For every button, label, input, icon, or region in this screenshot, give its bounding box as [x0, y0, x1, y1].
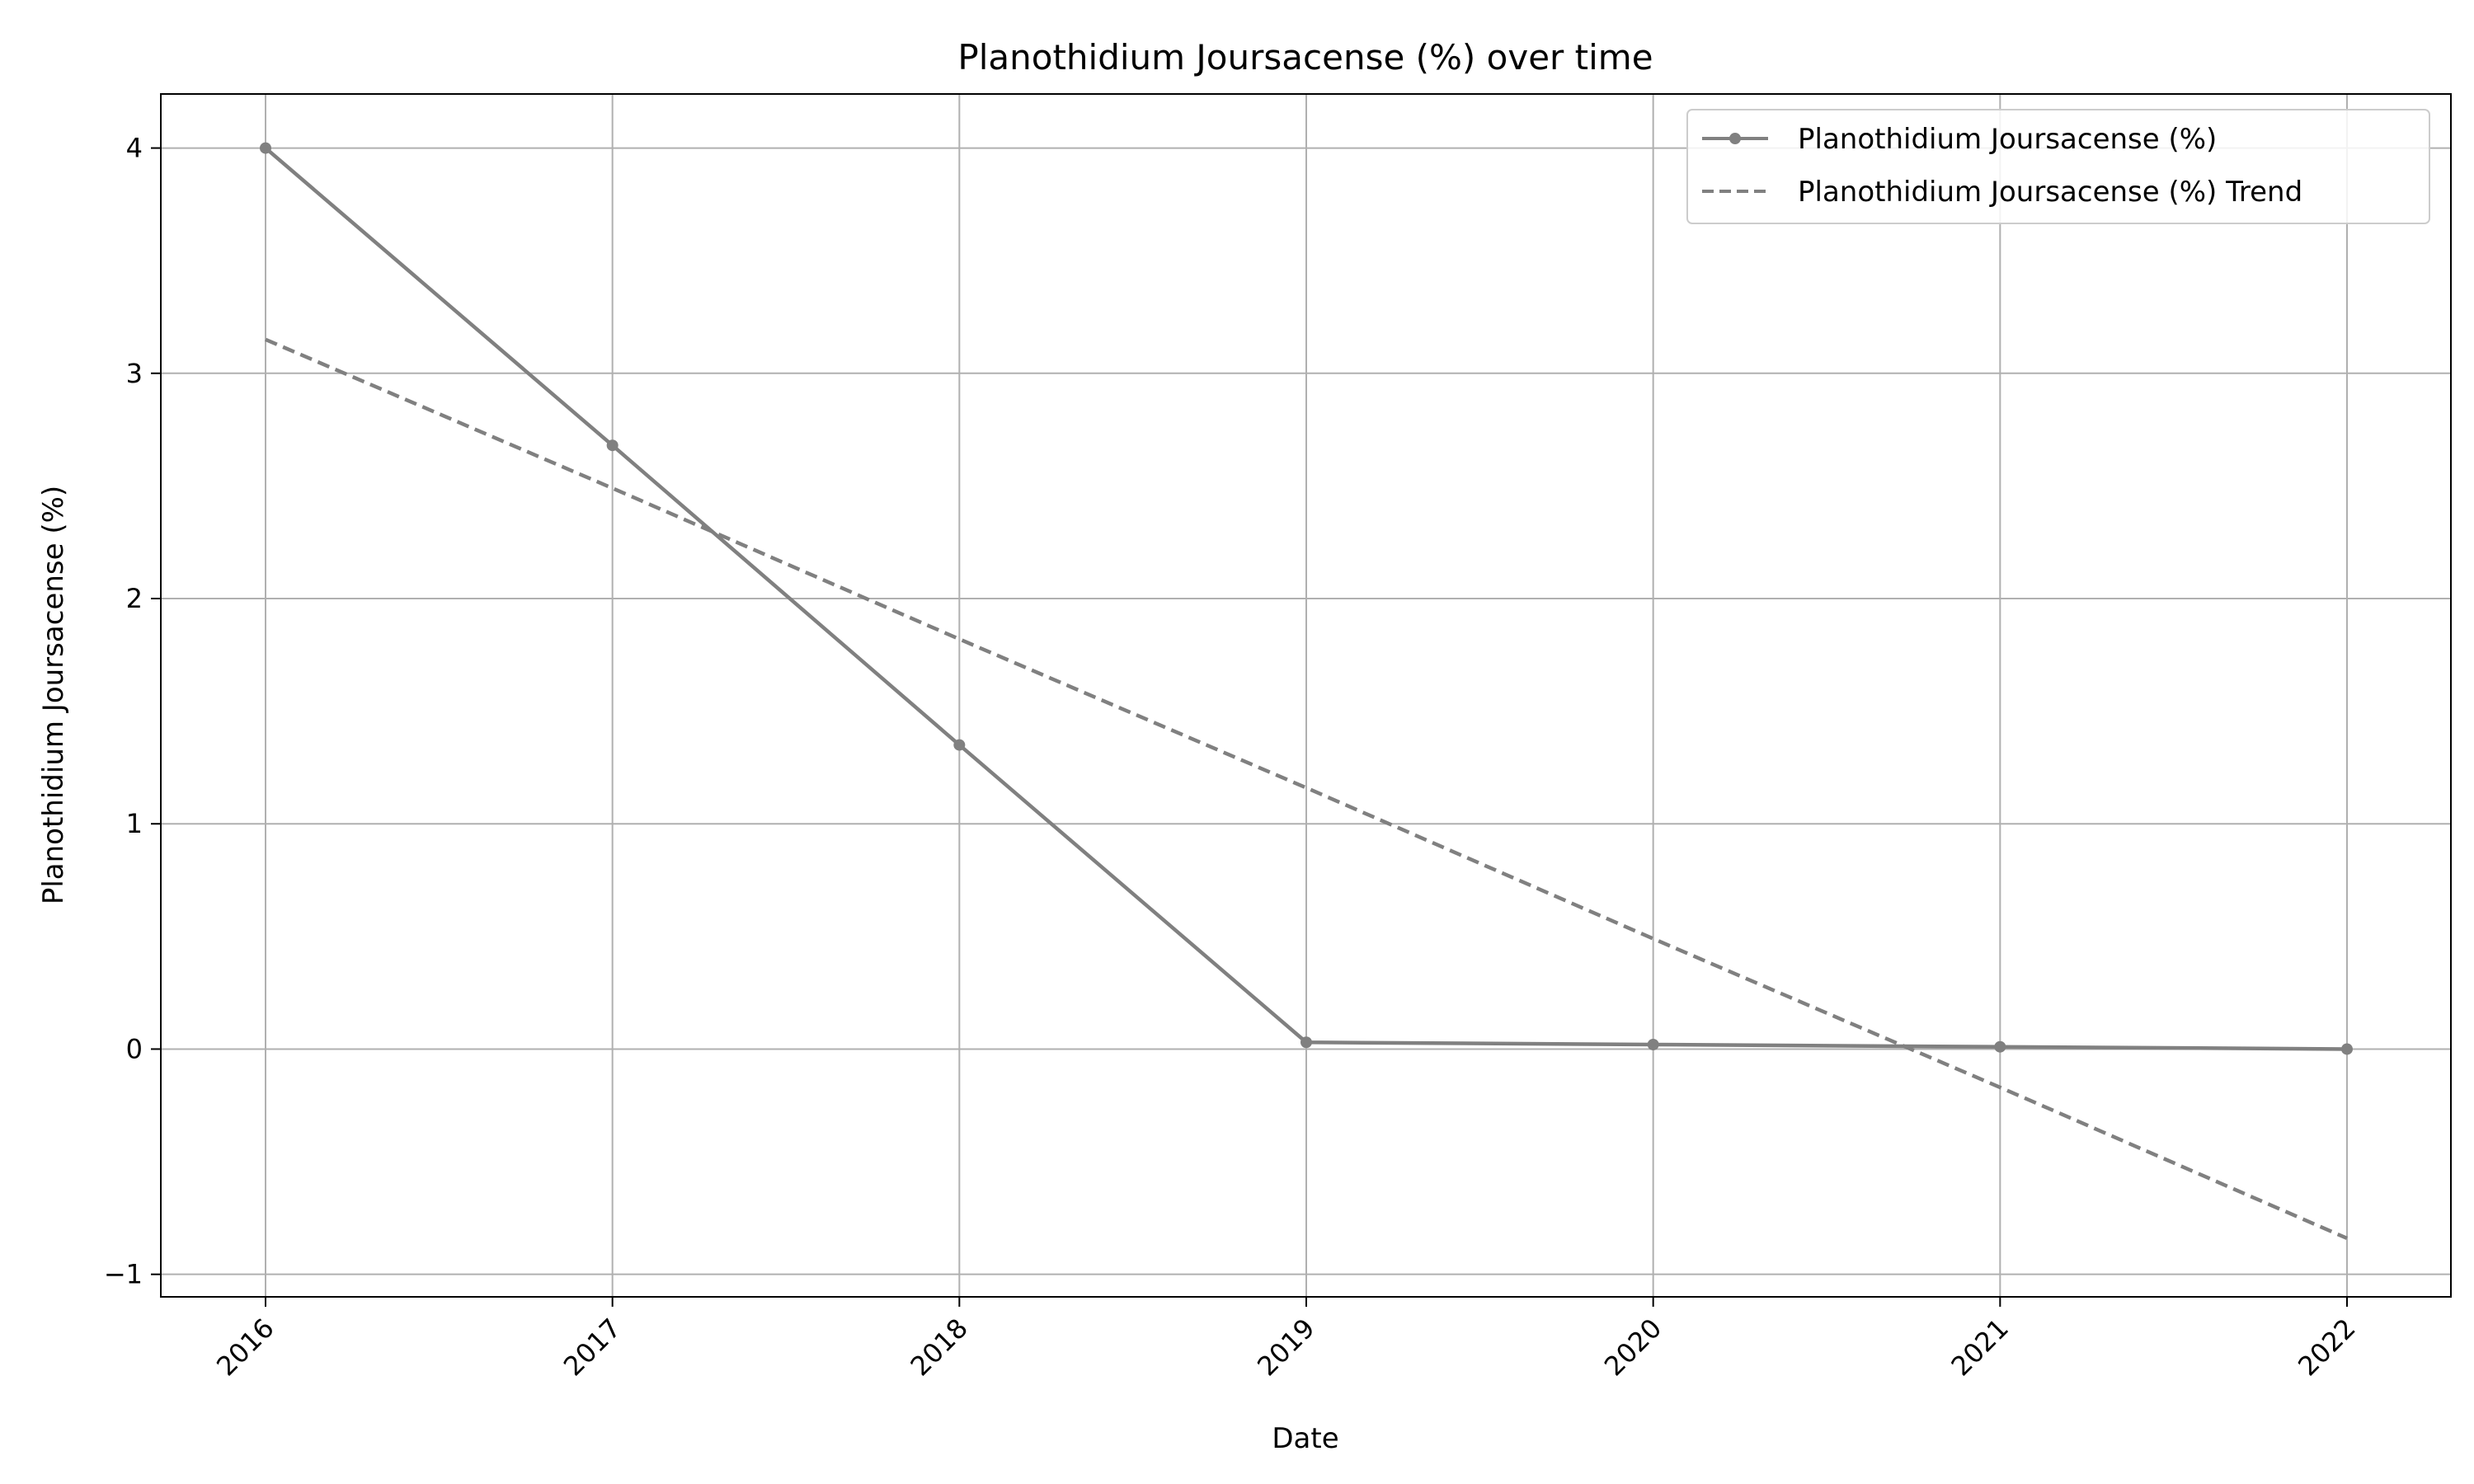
y-tick-label: 2	[126, 583, 143, 614]
legend-label-series-2: Planothidium Joursacense (%) Trend	[1798, 176, 2302, 209]
grid	[161, 94, 2451, 1297]
legend-marker-series-1	[1729, 133, 1741, 144]
y-tick-label: 1	[126, 808, 143, 839]
series-line-2	[265, 337, 2348, 1241]
y-tick-label: −1	[104, 1259, 143, 1290]
y-tick-label: 0	[126, 1033, 143, 1064]
data-point-2022	[2341, 1043, 2353, 1055]
y-axis-label: Planothidium Joursacense (%)	[37, 486, 70, 904]
x-tick-label: 2020	[1598, 1313, 1667, 1382]
legend-box	[1686, 109, 2430, 224]
series-layer	[260, 142, 2353, 1241]
y-axis: −1 0 1 2 3 4	[104, 133, 161, 1290]
x-tick-label: 2021	[1945, 1313, 2015, 1382]
x-tick-label: 2022	[2292, 1313, 2361, 1382]
legend-label-series-1: Planothidium Joursacense (%)	[1798, 123, 2217, 156]
x-tick-label: 2018	[905, 1313, 974, 1382]
y-tick-label: 4	[126, 133, 143, 164]
data-point-2021	[1994, 1040, 2006, 1053]
legend: Planothidium Joursacense (%) Planothidiu…	[1686, 109, 2430, 224]
x-tick-label: 2019	[1251, 1313, 1320, 1382]
x-tick-label: 2017	[557, 1313, 627, 1382]
x-axis: 2016 2017 2018 2019 2020 2021 2022	[210, 1297, 2362, 1382]
data-point-2019	[1300, 1036, 1312, 1049]
data-point-2018	[953, 739, 966, 751]
data-point-2016	[260, 142, 271, 154]
y-tick-label: 3	[126, 358, 143, 389]
data-point-2017	[606, 439, 618, 452]
data-point-2020	[1647, 1038, 1659, 1050]
x-axis-label: Date	[1272, 1422, 1338, 1455]
chart-title: Planothidium Joursacense (%) over time	[957, 37, 1653, 77]
x-tick-label: 2016	[210, 1313, 280, 1382]
